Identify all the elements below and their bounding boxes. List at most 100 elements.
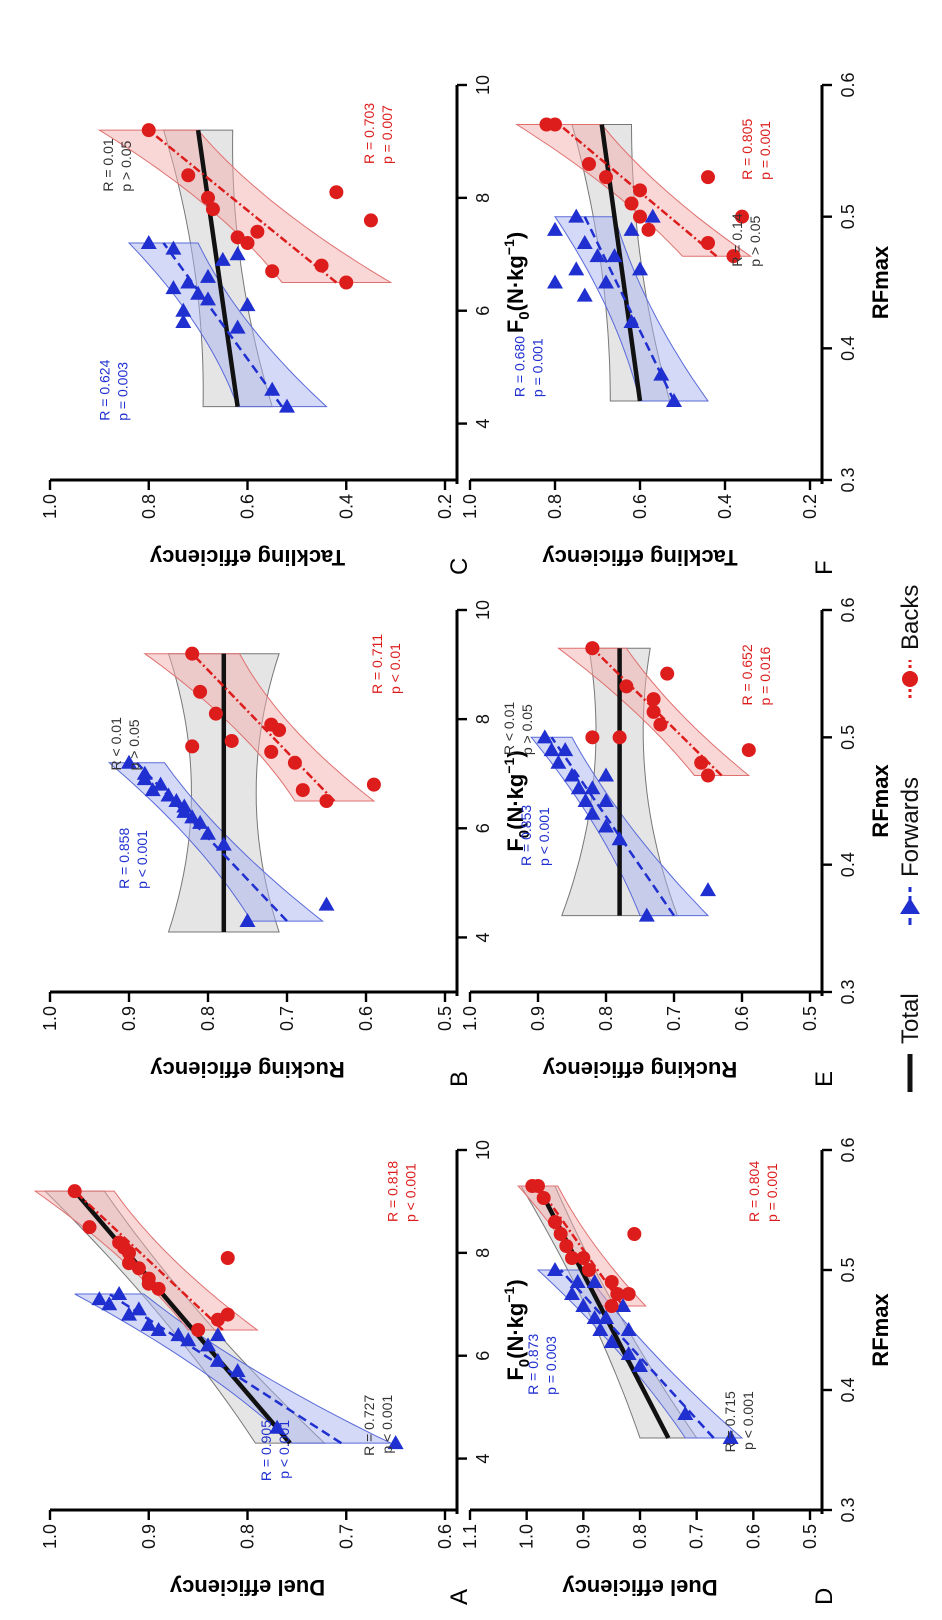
point-forwards-d [615,1298,631,1312]
x-axis-title: F0(N·kg−1) [501,750,533,851]
point-forwards-a [180,1332,197,1347]
x-tick-label: 8 [473,1248,493,1258]
point-backs-b [287,755,302,770]
point-backs-c [181,168,196,183]
stat-backs-r: R = 0.711 [369,634,385,694]
x-tick-label: 10 [473,75,493,95]
stat-forwards-p: p = 0.003 [114,362,130,421]
stat-backs-p: p < 0.001 [403,1163,419,1222]
x-axis-title-subscript: 0 [516,311,533,319]
panel-letter: D [811,1588,838,1605]
point-forwards-b [152,776,169,791]
point-backs-d [553,1227,568,1241]
legend-total-label: Total [897,993,924,1044]
point-forwards-b [176,798,193,813]
point-forwards-d [722,1430,739,1444]
point-forwards-c [214,251,231,266]
point-forwards-d [569,1274,586,1288]
fit-forwards-d [559,1269,715,1439]
x-tick-label: 4 [473,932,493,942]
stat-forwards-p: p < 0.001 [536,807,552,866]
y-tick-label: 0.2 [435,494,455,519]
panel-letter: A [446,1589,473,1605]
stat-backs-p: p = 0.001 [757,121,773,180]
point-backs-f [641,222,656,237]
y-tick-label: 1.0 [40,1006,60,1031]
point-backs-c [141,123,156,138]
point-forwards-e [577,793,594,807]
point-backs-e [612,730,627,745]
point-backs-e [646,692,661,707]
point-forwards-a [170,1327,187,1342]
point-forwards-f [598,274,614,289]
point-forwards-b [160,787,177,802]
point-backs-c [250,224,265,239]
stat-backs-p: p = 0.016 [757,647,773,706]
legend-backs-label: Backs [897,585,924,650]
point-forwards-d [586,1274,603,1288]
stat-total-r: R = 0.01 [100,138,116,192]
point-forwards-f [547,221,563,236]
point-forwards-a [209,1352,226,1367]
y-tick-label: 0.7 [687,1524,707,1549]
y-axis-title: Duel efficiency [169,1575,325,1600]
point-backs-a [191,1323,206,1337]
point-forwards-f [632,261,648,276]
x-axis-title-superscript: −1 [501,757,517,773]
panel-letter: C [446,558,473,575]
y-tick-label: 0.2 [800,494,820,519]
point-backs-a [220,1251,235,1265]
point-backs-d [576,1251,591,1265]
point-backs-e [694,755,709,770]
point-forwards-d [603,1334,620,1348]
y-tick-label: 0.9 [119,1006,139,1031]
point-forwards-a [101,1296,118,1311]
x-axis-title: F0(N·kg−1) [501,1279,533,1380]
point-forwards-c [279,398,295,413]
x-tick-label: 0.5 [838,204,858,229]
point-backs-f [633,183,647,198]
point-backs-c [363,213,378,228]
point-forwards-e [638,907,655,922]
y-tick-label: 0.7 [336,1524,356,1549]
point-forwards-b [192,814,209,829]
point-backs-d [621,1287,636,1301]
point-backs-c [265,264,280,279]
fit-backs-a [73,1190,224,1331]
point-forwards-a [150,1322,167,1336]
point-forwards-f [576,235,593,249]
point-forwards-d [564,1286,580,1300]
point-backs-b [366,777,381,792]
stat-backs-r: R = 0.805 [739,118,755,179]
x-tick-label: 8 [473,714,493,724]
y-tick-label: 0.8 [630,1524,650,1549]
stat-backs-p: p = 0.007 [379,105,395,164]
point-backs-b [224,733,239,748]
y-tick-label: 0.8 [545,494,565,519]
y-tick-label: 0.6 [732,1006,752,1031]
y-tick-label: 0.4 [715,494,735,519]
point-forwards-e [543,742,560,757]
stat-forwards-r: R = 0.858 [116,828,132,889]
point-forwards-f [653,366,670,381]
stat-total-r: R = 0.14 [729,213,745,267]
y-axis-title: Tackling efficiency [542,545,738,570]
point-forwards-a [140,1316,157,1331]
fit-forwards-c [162,242,284,408]
point-backs-d [548,1215,562,1229]
legend-forwards-marker [900,898,920,914]
point-backs-a [122,1256,136,1271]
point-backs-e [619,679,634,694]
fit-forwards-e [550,736,676,917]
x-axis-title: RFmax [868,245,893,319]
point-backs-e [585,730,600,745]
point-forwards-f [666,393,682,407]
x-axis-title-subscript: 0 [516,1359,533,1367]
fit-forwards-f [583,216,676,402]
point-forwards-c [175,302,192,317]
point-forwards-a [121,1306,137,1321]
x-tick-label: 10 [473,600,493,620]
fit-total-c [195,129,240,407]
legend: Total Forwards Backs [897,585,924,1092]
